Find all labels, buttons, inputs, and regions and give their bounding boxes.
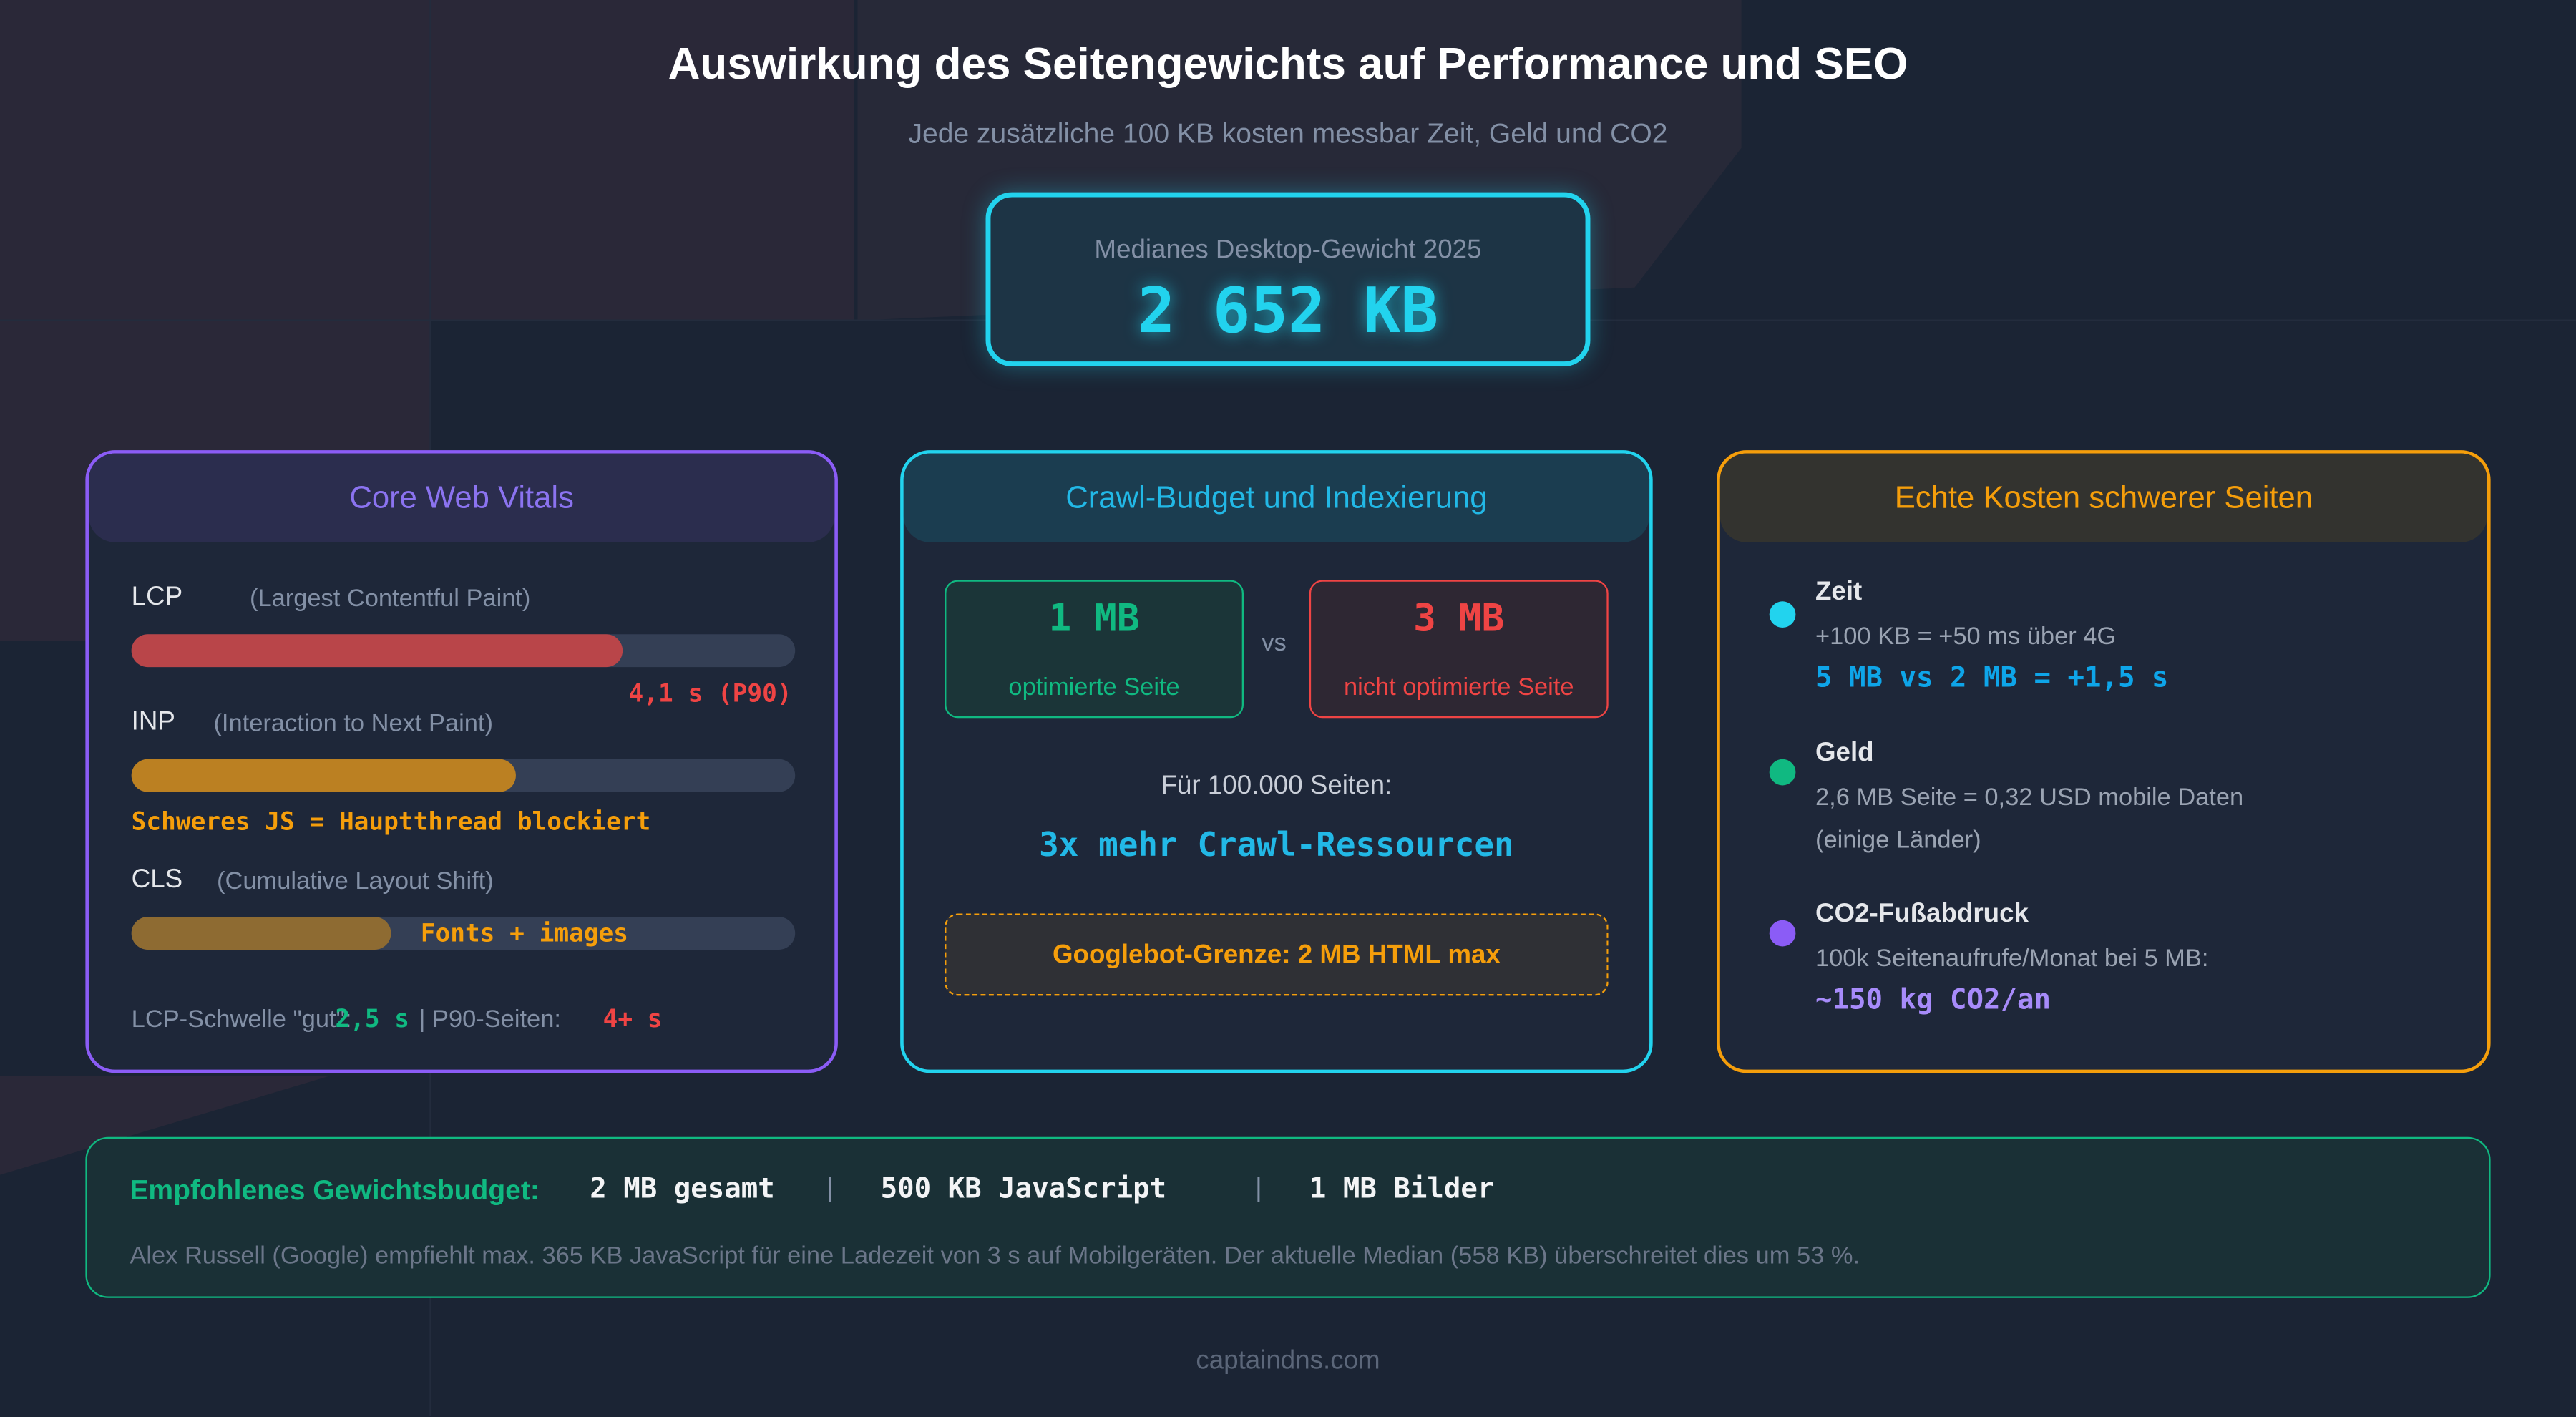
money-dot-icon [1769, 759, 1796, 786]
separator: | [826, 1174, 834, 1203]
median-label: Medianes Desktop-Gewicht 2025 [1094, 236, 1482, 265]
inp-label: INP [131, 708, 175, 736]
unoptimized-size: 3 MB [1413, 598, 1505, 641]
cls-label: CLS [131, 865, 183, 894]
cls-bar: Fonts + images [131, 917, 796, 950]
core-web-vitals-card: Core Web Vitals LCP (Largest Contentful … [85, 450, 838, 1073]
separator: | [1255, 1174, 1262, 1203]
p90-label: | P90-Seiten: [419, 1005, 561, 1034]
lcp-bar-fill [131, 634, 623, 668]
median-weight-box: Medianes Desktop-Gewicht 2025 2 652 KB [985, 192, 1591, 366]
footer-brand: captaindns.com [1196, 1347, 1380, 1375]
real-costs-card: Echte Kosten schwerer Seiten Zeit +100 K… [1717, 450, 2491, 1073]
page-subtitle: Jede zusätzliche 100 KB kosten messbar Z… [908, 118, 1668, 150]
median-value: 2 652 KB [1137, 274, 1439, 347]
card-header: Echte Kosten schwerer Seiten [1719, 453, 2487, 542]
inp-bar [131, 759, 796, 792]
crawl-budget-card: Crawl-Budget und Indexierung 1 MB optimi… [900, 450, 1653, 1073]
lcp-bar [131, 634, 796, 668]
cls-description: (Cumulative Layout Shift) [217, 867, 494, 896]
card-header: Crawl-Budget und Indexierung [903, 453, 1650, 542]
cls-bar-fill [131, 917, 391, 950]
co2-line: 100k Seitenaufrufe/Monat bei 5 MB: [1815, 945, 2209, 973]
googlebot-limit: Googlebot-Grenze: 2 MB HTML max [945, 913, 1609, 996]
inp-bar-fill [131, 759, 517, 792]
lcp-description: (Largest Contentful Paint) [249, 585, 531, 613]
co2-highlight: ~150 kg CO2/an [1815, 984, 2051, 1018]
co2-title: CO2-Fußabdruck [1815, 900, 2029, 929]
vs-label: vs [1262, 629, 1287, 658]
co2-dot-icon [1769, 920, 1796, 947]
money-line: 2,6 MB Seite = 0,32 USD mobile Daten [1815, 784, 2244, 812]
lcp-threshold-label: LCP-Schwelle "gut": [131, 1005, 352, 1034]
weight-budget-box: Empfohlenes Gewichtsbudget: 2 MB gesamt … [85, 1136, 2491, 1298]
optimized-size: 1 MB [1048, 598, 1140, 641]
money-line-2: (einige Länder) [1815, 826, 1981, 854]
crawl-result: 3x mehr Crawl-Ressourcen [1039, 824, 1514, 865]
cls-note: Fonts + images [420, 918, 629, 948]
time-title: Zeit [1815, 578, 1863, 607]
inp-note: Schweres JS = Hauptthread blockiert [131, 807, 651, 837]
optimized-page-box: 1 MB optimierte Seite [945, 580, 1244, 719]
pages-label: Für 100.000 Seiten: [1161, 772, 1392, 801]
money-title: Geld [1815, 739, 1874, 768]
time-line: +100 KB = +50 ms über 4G [1815, 623, 2117, 651]
budget-label: Empfohlenes Gewichtsbudget: [130, 1174, 540, 1207]
budget-total: 2 MB gesamt [590, 1173, 775, 1207]
lcp-threshold-value: 2,5 s [335, 1003, 410, 1034]
time-dot-icon [1769, 601, 1796, 628]
optimized-label: optimierte Seite [1008, 673, 1180, 702]
time-highlight: 5 MB vs 2 MB = +1,5 s [1815, 662, 2169, 696]
unoptimized-page-box: 3 MB nicht optimierte Seite [1309, 580, 1609, 719]
lcp-note: 4,1 s (P90) [628, 678, 792, 708]
p90-value: 4+ s [602, 1003, 663, 1034]
card-header: Core Web Vitals [88, 453, 835, 542]
budget-note: Alex Russell (Google) empfiehlt max. 365… [130, 1242, 1860, 1270]
budget-images: 1 MB Bilder [1309, 1173, 1495, 1207]
lcp-label: LCP [131, 583, 183, 612]
inp-description: (Interaction to Next Paint) [213, 709, 493, 738]
page-title: Auswirkung des Seitengewichts auf Perfor… [668, 39, 1908, 89]
unoptimized-label: nicht optimierte Seite [1343, 673, 1574, 702]
budget-javascript: 500 KB JavaScript [880, 1173, 1167, 1207]
